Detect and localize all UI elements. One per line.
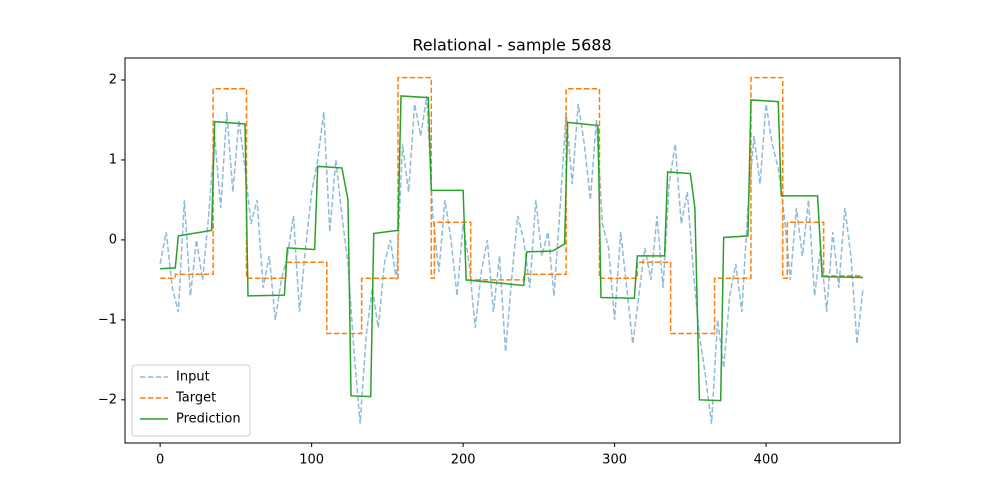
x-tick-label: 0 <box>156 453 164 468</box>
series-line <box>159 95 864 424</box>
legend-label: Prediction <box>176 412 241 427</box>
legend-label: Target <box>175 391 216 406</box>
series-line <box>160 95 864 402</box>
chart-title: Relational - sample 5688 <box>412 36 611 55</box>
x-tick-label: 100 <box>299 453 324 468</box>
x-tick-label: 200 <box>451 453 476 468</box>
x-tick-label: 400 <box>754 453 779 468</box>
legend-label: Input <box>176 370 210 385</box>
plot-frame <box>124 57 901 444</box>
y-tick-label: −2 <box>98 392 117 407</box>
y-tick-label: 2 <box>109 72 117 87</box>
y-tick-label: 1 <box>109 152 117 167</box>
series-line <box>160 76 864 335</box>
y-tick-label: −1 <box>98 312 117 327</box>
y-tick-label: 0 <box>109 232 117 247</box>
x-tick-label: 300 <box>602 453 627 468</box>
